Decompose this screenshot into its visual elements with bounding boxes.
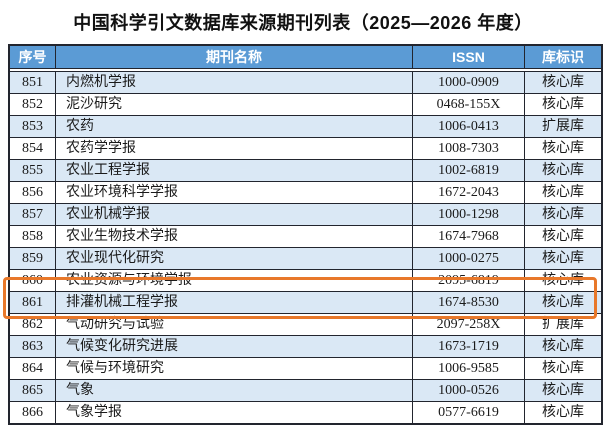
cell-issn: 1674-8530 (413, 292, 525, 313)
table-header-row: 序号 期刊名称 ISSN 库标识 (10, 46, 601, 69)
cell-name: 气象 (56, 380, 413, 401)
cell-no: 862 (10, 314, 56, 335)
table-row: 863 气候变化研究进展 1673-1719 核心库 (10, 336, 601, 358)
cell-name: 农业现代化研究 (56, 248, 413, 269)
cell-issn: 1672-2043 (413, 182, 525, 203)
cell-name: 农业生物技术学报 (56, 226, 413, 247)
cell-no: 859 (10, 248, 56, 269)
cell-db: 核心库 (542, 206, 584, 222)
cell-db: 核心库 (542, 250, 584, 266)
cell-issn: 0468-155X (413, 94, 525, 115)
cell-db: 核心库 (542, 228, 584, 244)
cell-issn: 1000-0526 (413, 380, 525, 401)
cell-no: 864 (10, 358, 56, 379)
cell-no: 851 (10, 72, 56, 93)
cell-db: 核心库 (542, 382, 584, 398)
cell-db: 扩展库 (542, 316, 584, 332)
cell-issn: 2097-258X (413, 314, 525, 335)
table-row: 854 农药学学报 1008-7303 核心库 (10, 138, 601, 160)
cell-issn: 1006-9585 (413, 358, 525, 379)
table-row: 864 气候与环境研究 1006-9585 核心库 (10, 358, 601, 380)
table-row: 857 农业机械学报 1000-1298 核心库 (10, 204, 601, 226)
table-row: 860 农业资源与环境学报 2095-6819 核心库 (10, 270, 601, 292)
cell-name: 内燃机学报 (56, 72, 413, 93)
cell-no: 865 (10, 380, 56, 401)
cell-no: 858 (10, 226, 56, 247)
cell-db: 核心库 (542, 74, 584, 90)
cell-issn: 1008-7303 (413, 138, 525, 159)
cell-db: 核心库 (542, 162, 584, 178)
cell-db: 核心库 (542, 338, 584, 354)
cell-db: 核心库 (542, 272, 584, 288)
cell-db: 核心库 (542, 294, 584, 310)
cell-issn: 1002-6819 (413, 160, 525, 181)
column-header-db: 库标识 (542, 49, 584, 65)
table-row: 858 农业生物技术学报 1674-7968 核心库 (10, 226, 601, 248)
table-row: 855 农业工程学报 1002-6819 核心库 (10, 160, 601, 182)
cell-no: 857 (10, 204, 56, 225)
cell-issn: 1006-0413 (413, 116, 525, 137)
cell-issn: 1000-0275 (413, 248, 525, 269)
cell-issn: 1000-1298 (413, 204, 525, 225)
cell-no: 866 (10, 402, 56, 423)
table-row: 865 气象 1000-0526 核心库 (10, 380, 601, 402)
cell-issn: 1674-7968 (413, 226, 525, 247)
cell-name: 农业工程学报 (56, 160, 413, 181)
table-body: 851 内燃机学报 1000-0909 核心库 852 泥沙研究 0468-15… (10, 71, 601, 423)
cell-db: 核心库 (542, 140, 584, 156)
cell-no: 856 (10, 182, 56, 203)
cell-no: 863 (10, 336, 56, 357)
cell-name: 泥沙研究 (56, 94, 413, 115)
column-header-issn: ISSN (413, 46, 525, 68)
cell-name: 农业机械学报 (56, 204, 413, 225)
table-row: 866 气象学报 0577-6619 核心库 (10, 402, 601, 423)
cell-name: 农业资源与环境学报 (56, 270, 413, 291)
page-title: 中国科学引文数据库来源期刊列表（2025—2026 年度） (73, 13, 533, 33)
cell-db: 核心库 (542, 404, 584, 420)
cell-db: 扩展库 (542, 118, 584, 134)
cell-issn: 1000-0909 (413, 72, 525, 93)
table-row: 851 内燃机学报 1000-0909 核心库 (10, 72, 601, 94)
cell-name: 气动研究与试验 (56, 314, 413, 335)
cell-issn: 2095-6819 (413, 270, 525, 291)
cell-db: 核心库 (542, 96, 584, 112)
table-row: 853 农药 1006-0413 扩展库 (10, 116, 601, 138)
cell-db: 核心库 (542, 360, 584, 376)
column-header-no: 序号 (10, 46, 56, 68)
table-row: 862 气动研究与试验 2097-258X 扩展库 (10, 314, 601, 336)
journal-table: 序号 期刊名称 ISSN 库标识 851 内燃机学报 1000-0909 核心库… (8, 44, 603, 425)
cell-name: 农药 (56, 116, 413, 137)
cell-db: 核心库 (542, 184, 584, 200)
cell-issn: 0577-6619 (413, 402, 525, 423)
cell-issn: 1673-1719 (413, 336, 525, 357)
cell-no: 854 (10, 138, 56, 159)
cell-name: 气候变化研究进展 (56, 336, 413, 357)
cell-name: 气象学报 (56, 402, 413, 423)
table-row: 861 排灌机械工程学报 1674-8530 核心库 (10, 292, 601, 314)
table-row: 856 农业环境科学学报 1672-2043 核心库 (10, 182, 601, 204)
cell-no: 860 (10, 270, 56, 291)
cell-name: 农药学学报 (56, 138, 413, 159)
cell-name: 气候与环境研究 (56, 358, 413, 379)
cell-no: 852 (10, 94, 56, 115)
column-header-name: 期刊名称 (56, 46, 413, 68)
table-row: 852 泥沙研究 0468-155X 核心库 (10, 94, 601, 116)
cell-name: 农业环境科学学报 (56, 182, 413, 203)
cell-no: 861 (10, 292, 56, 313)
table-row: 859 农业现代化研究 1000-0275 核心库 (10, 248, 601, 270)
cell-name: 排灌机械工程学报 (56, 292, 413, 313)
cell-no: 855 (10, 160, 56, 181)
cell-no: 853 (10, 116, 56, 137)
